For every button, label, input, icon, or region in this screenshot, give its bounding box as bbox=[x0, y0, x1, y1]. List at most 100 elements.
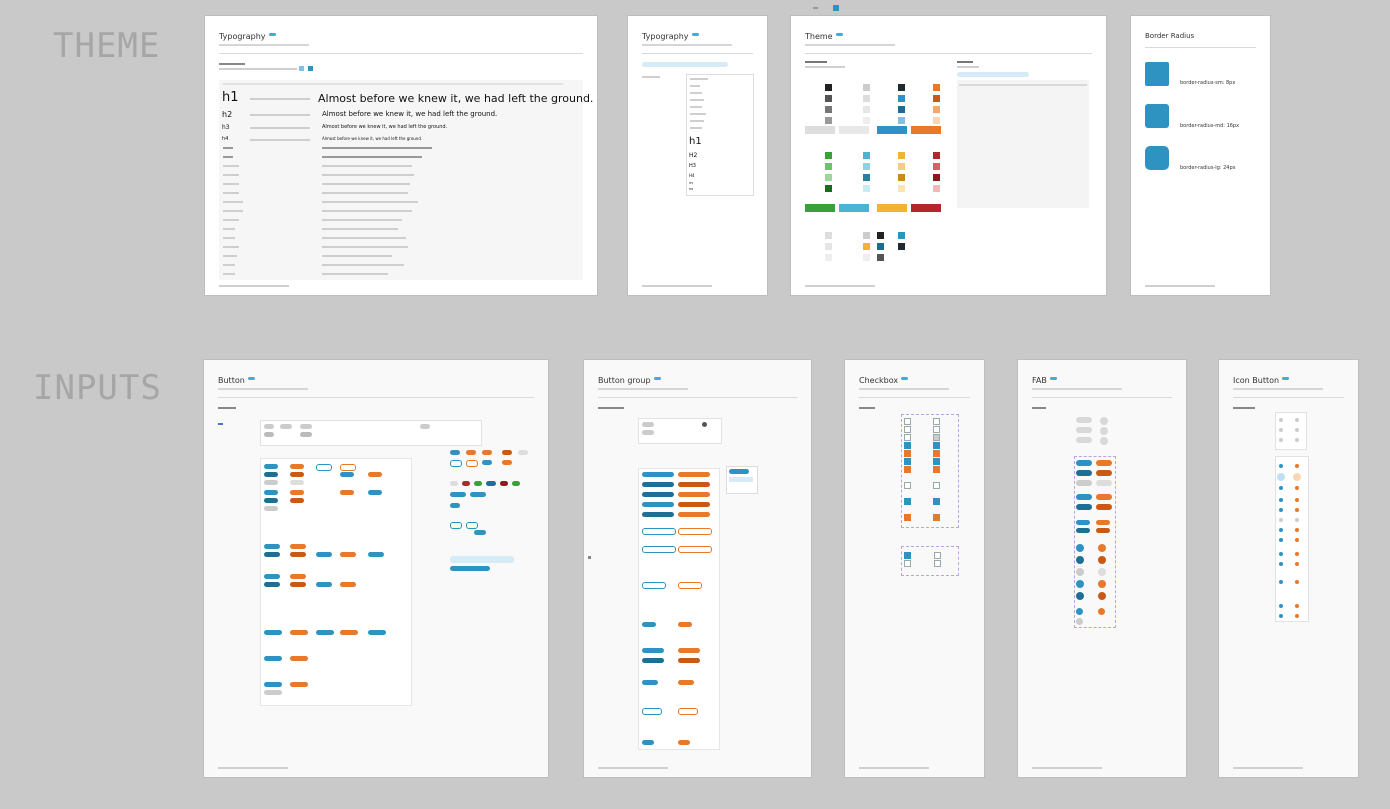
star-icon[interactable] bbox=[1295, 486, 1299, 490]
fab-disabled[interactable] bbox=[1098, 568, 1106, 576]
icon-button-base[interactable] bbox=[1279, 418, 1283, 422]
star-icon[interactable] bbox=[1295, 528, 1299, 532]
base-button[interactable] bbox=[300, 424, 312, 429]
button-group-outlined[interactable] bbox=[642, 582, 666, 589]
star-icon[interactable] bbox=[1295, 508, 1299, 512]
button-contained-primary[interactable] bbox=[264, 574, 280, 579]
frame-fab[interactable]: FAB bbox=[1018, 360, 1186, 777]
button-contained-primary[interactable] bbox=[264, 682, 282, 687]
base-button[interactable] bbox=[300, 432, 312, 437]
button-group-outlined[interactable] bbox=[678, 546, 712, 553]
star-icon[interactable] bbox=[1295, 538, 1299, 542]
frame-button[interactable]: Button bbox=[204, 360, 548, 777]
fab-extended-secondary[interactable] bbox=[1096, 494, 1112, 500]
menu-item[interactable]: H6 bbox=[689, 187, 694, 191]
menu-item-selected[interactable] bbox=[729, 469, 749, 474]
frame-theme[interactable]: Theme bbox=[791, 16, 1106, 295]
button-contained-primary[interactable] bbox=[264, 582, 280, 587]
button-contained-secondary[interactable] bbox=[290, 472, 304, 477]
checkbox-checked[interactable] bbox=[933, 514, 940, 521]
button-contained-primary[interactable] bbox=[264, 630, 282, 635]
fab-extended-secondary[interactable] bbox=[1096, 520, 1110, 525]
button-contained-secondary[interactable] bbox=[290, 582, 306, 587]
button-group-primary[interactable] bbox=[642, 680, 658, 685]
group-button[interactable] bbox=[642, 430, 654, 435]
star-icon[interactable] bbox=[1295, 580, 1299, 584]
checkbox-checked[interactable] bbox=[933, 466, 940, 473]
button-group-primary[interactable] bbox=[642, 658, 664, 663]
button-group-secondary[interactable] bbox=[678, 482, 710, 487]
star-icon[interactable] bbox=[1279, 614, 1283, 618]
frame-typography[interactable]: Typography h1 Almost before we knew it, … bbox=[205, 16, 597, 295]
base-button[interactable] bbox=[264, 432, 274, 437]
button-outlined-secondary[interactable] bbox=[340, 464, 356, 471]
base-button[interactable] bbox=[280, 424, 292, 429]
fab-disabled[interactable] bbox=[1076, 480, 1092, 486]
star-icon-hover[interactable] bbox=[1293, 473, 1301, 481]
button-disabled[interactable] bbox=[264, 690, 282, 695]
button-contained-primary[interactable] bbox=[368, 552, 384, 557]
button-group-primary[interactable] bbox=[642, 492, 674, 497]
checkbox-checked[interactable] bbox=[904, 458, 911, 465]
button-group-secondary[interactable] bbox=[678, 680, 694, 685]
icon-button-base[interactable] bbox=[1295, 438, 1299, 442]
fab-extended-primary[interactable] bbox=[1076, 460, 1092, 466]
example-button[interactable] bbox=[512, 481, 520, 486]
star-icon[interactable] bbox=[1279, 562, 1283, 566]
star-icon[interactable] bbox=[1279, 604, 1283, 608]
fab-base[interactable] bbox=[1076, 417, 1092, 423]
example-button[interactable] bbox=[474, 530, 486, 535]
fab-extended-secondary[interactable] bbox=[1096, 528, 1110, 533]
fab-base[interactable] bbox=[1076, 427, 1092, 433]
star-icon[interactable] bbox=[1295, 614, 1299, 618]
group-button[interactable] bbox=[702, 422, 707, 427]
button-group-outlined[interactable] bbox=[642, 708, 662, 715]
button-contained-primary[interactable] bbox=[264, 552, 280, 557]
fab-base[interactable] bbox=[1100, 427, 1108, 435]
star-icon[interactable] bbox=[1295, 562, 1299, 566]
button-contained-secondary[interactable] bbox=[340, 490, 354, 495]
fab-extended-primary[interactable] bbox=[1076, 504, 1092, 510]
fab-base[interactable] bbox=[1100, 437, 1108, 445]
star-icon-disabled[interactable] bbox=[1279, 518, 1283, 522]
fab-secondary[interactable] bbox=[1098, 608, 1105, 615]
button-group-primary[interactable] bbox=[642, 622, 656, 627]
button-contained-primary[interactable] bbox=[264, 544, 280, 549]
example-button[interactable] bbox=[450, 503, 460, 508]
button-contained-secondary[interactable] bbox=[290, 544, 306, 549]
button-contained-primary[interactable] bbox=[264, 464, 278, 469]
fab-base[interactable] bbox=[1100, 417, 1108, 425]
checkbox-unchecked[interactable] bbox=[904, 560, 911, 567]
example-button[interactable] bbox=[470, 492, 486, 497]
fab-extended-secondary[interactable] bbox=[1096, 470, 1112, 476]
button-group-outlined[interactable] bbox=[678, 708, 698, 715]
fab-primary[interactable] bbox=[1076, 608, 1083, 615]
checkbox-unchecked[interactable] bbox=[934, 552, 941, 559]
checkbox-unchecked[interactable] bbox=[904, 418, 911, 425]
button-contained-secondary[interactable] bbox=[340, 582, 356, 587]
star-icon[interactable] bbox=[1295, 552, 1299, 556]
star-icon[interactable] bbox=[1279, 552, 1283, 556]
checkbox-checked[interactable] bbox=[904, 498, 911, 505]
button-contained-primary[interactable] bbox=[316, 552, 332, 557]
button-group-secondary[interactable] bbox=[678, 658, 700, 663]
star-icon[interactable] bbox=[1295, 464, 1299, 468]
star-icon[interactable] bbox=[1279, 498, 1283, 502]
button-group-outlined[interactable] bbox=[678, 528, 712, 535]
button-contained-secondary[interactable] bbox=[340, 630, 358, 635]
button-contained-secondary[interactable] bbox=[290, 464, 304, 469]
example-button[interactable] bbox=[450, 522, 462, 529]
button-contained-primary[interactable] bbox=[340, 472, 354, 477]
button-group-secondary[interactable] bbox=[678, 740, 690, 745]
checkbox-disabled[interactable] bbox=[933, 434, 940, 441]
star-icon[interactable] bbox=[1295, 604, 1299, 608]
button-group-secondary[interactable] bbox=[678, 502, 710, 507]
example-button[interactable] bbox=[450, 492, 466, 497]
button-group-primary[interactable] bbox=[642, 472, 674, 477]
button-group-secondary[interactable] bbox=[678, 472, 710, 477]
button-contained-primary[interactable] bbox=[264, 472, 278, 477]
button-contained-secondary[interactable] bbox=[340, 552, 356, 557]
button-group-outlined[interactable] bbox=[642, 546, 676, 553]
menu-item[interactable]: H3 bbox=[689, 163, 696, 169]
checkbox-unchecked[interactable] bbox=[933, 418, 940, 425]
